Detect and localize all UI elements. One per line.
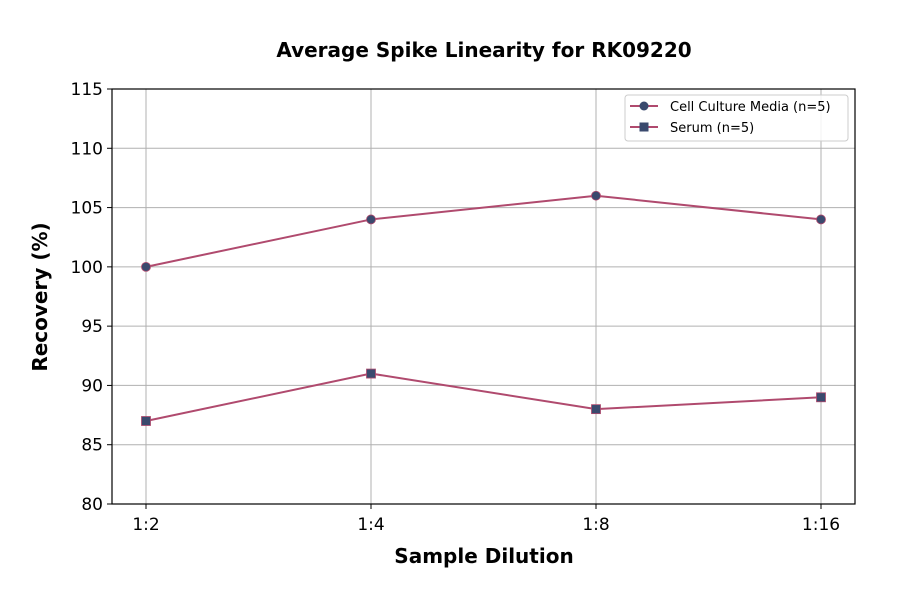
chart-title: Average Spike Linearity for RK09220 xyxy=(276,38,691,62)
legend-marker xyxy=(639,101,649,111)
y-tick-label: 115 xyxy=(71,80,103,100)
data-point xyxy=(591,190,601,201)
legend-box xyxy=(624,94,849,142)
legend: Cell Culture Media (n=5) Serum (n=5) xyxy=(624,94,849,142)
y-tick-label: 85 xyxy=(81,436,103,456)
x-tick-label: 1:2 xyxy=(132,515,159,535)
y-tick-label: 110 xyxy=(71,139,103,159)
y-tick-label: 95 xyxy=(81,317,103,337)
data-point xyxy=(366,214,376,225)
y-tick-label: 90 xyxy=(81,376,103,396)
legend-label: Cell Culture Media (n=5) xyxy=(670,100,831,115)
plot-frame xyxy=(111,88,856,505)
data-point xyxy=(816,392,826,403)
data-point xyxy=(816,214,826,225)
x-tick-label: 1:8 xyxy=(582,515,609,535)
legend-marker xyxy=(639,122,649,132)
y-tick-label: 100 xyxy=(71,258,103,278)
x-axis-label: Sample Dilution xyxy=(394,544,573,568)
data-point xyxy=(141,261,151,272)
data-point xyxy=(591,404,601,415)
series-line xyxy=(145,372,822,422)
data-point xyxy=(366,368,376,379)
x-tick-label: 1:16 xyxy=(802,515,840,535)
data-point xyxy=(141,416,151,426)
series-line xyxy=(145,194,822,268)
y-tick-label: 105 xyxy=(71,199,103,219)
x-tick-label: 1:4 xyxy=(357,515,384,535)
y-tick-label: 80 xyxy=(81,495,103,515)
legend-label: Serum (n=5) xyxy=(670,121,754,136)
y-axis-label: Recovery (%) xyxy=(28,222,52,371)
